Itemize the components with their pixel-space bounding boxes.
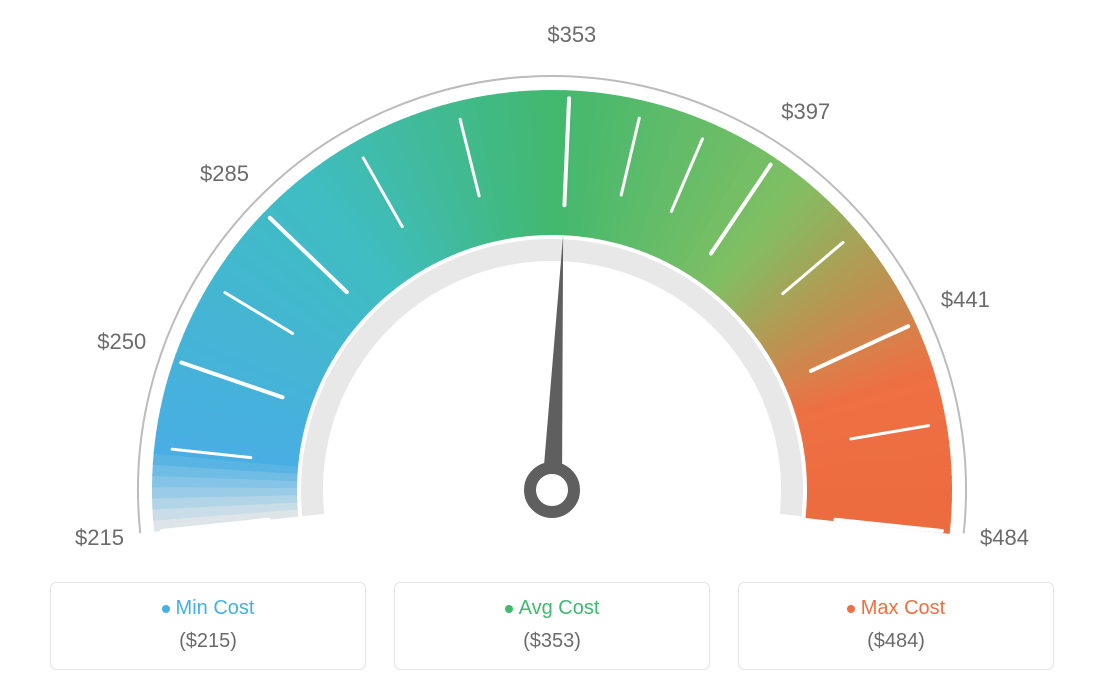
legend: Min Cost ($215) Avg Cost ($353) Max Cost… bbox=[50, 582, 1054, 670]
legend-title-label: Avg Cost bbox=[519, 597, 600, 619]
bullet-icon bbox=[505, 605, 513, 613]
legend-value-min: ($215) bbox=[61, 630, 355, 653]
gauge-tick-label: $441 bbox=[941, 287, 990, 313]
legend-title-max: Max Cost bbox=[749, 597, 1043, 620]
gauge-svg bbox=[0, 0, 1104, 560]
legend-title-avg: Avg Cost bbox=[405, 597, 699, 620]
legend-value-avg: ($353) bbox=[405, 630, 699, 653]
gauge-tick-label: $397 bbox=[781, 99, 830, 125]
gauge-tick-label: $215 bbox=[75, 525, 124, 551]
legend-item-avg: Avg Cost ($353) bbox=[394, 582, 710, 670]
gauge-tick-label: $285 bbox=[200, 161, 249, 187]
legend-value-max: ($484) bbox=[749, 630, 1043, 653]
legend-item-max: Max Cost ($484) bbox=[738, 582, 1054, 670]
bullet-icon bbox=[162, 605, 170, 613]
gauge-chart: $215 $250 $285 $353 $397 $441 $484 bbox=[0, 0, 1104, 560]
gauge-tick-label: $250 bbox=[97, 329, 146, 355]
bullet-icon bbox=[847, 605, 855, 613]
legend-title-min: Min Cost bbox=[61, 597, 355, 620]
gauge-tick-label: $484 bbox=[980, 525, 1029, 551]
gauge-tick-label: $353 bbox=[547, 22, 596, 48]
legend-title-label: Min Cost bbox=[176, 597, 255, 619]
legend-title-label: Max Cost bbox=[861, 597, 945, 619]
legend-item-min: Min Cost ($215) bbox=[50, 582, 366, 670]
